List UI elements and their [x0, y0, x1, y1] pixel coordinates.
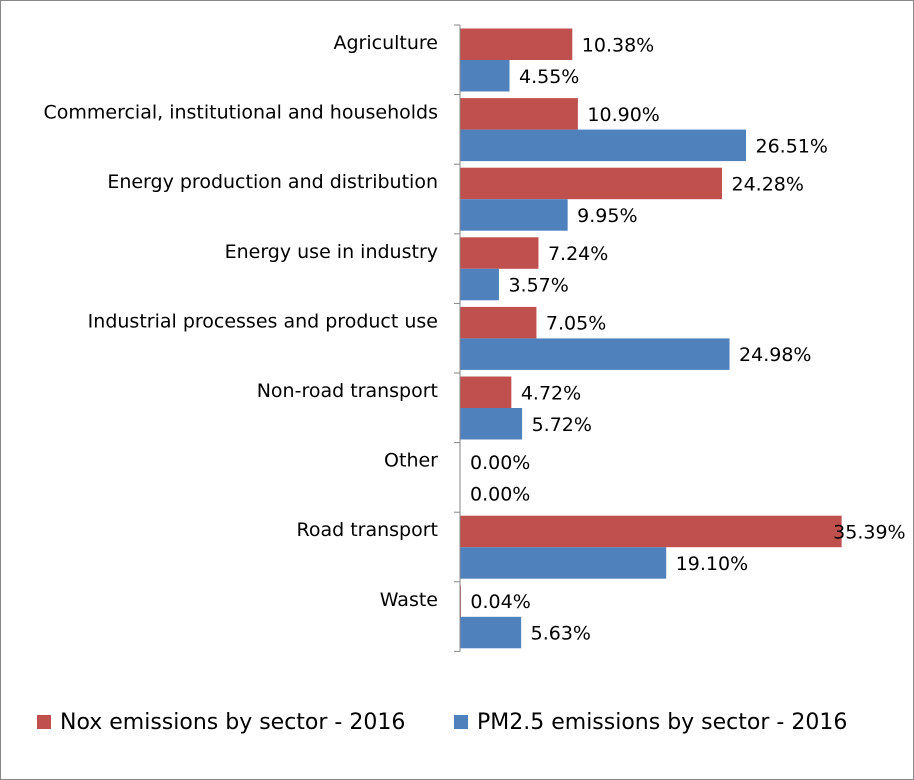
bar-nox — [460, 515, 842, 548]
category-label: Road transport — [296, 519, 438, 541]
category-label: Energy use in industry — [225, 241, 438, 263]
data-label: 0.04% — [470, 591, 530, 613]
bar-nox — [460, 376, 512, 408]
legend: Nox emissions by sector - 2016 PM2.5 emi… — [1, 707, 913, 737]
bar-pm25 — [460, 547, 667, 579]
data-label: 0.00% — [470, 483, 530, 505]
data-label: 4.72% — [521, 382, 581, 404]
data-label: 4.55% — [519, 66, 579, 88]
legend-item-pm25: PM2.5 emissions by sector - 2016 — [454, 707, 847, 737]
data-label: 10.90% — [587, 104, 659, 126]
bar-pm25 — [460, 199, 568, 231]
bar-chart: Agriculture 10.38%4.55% Commercial, instit… — [43, 24, 906, 652]
data-label: 5.72% — [532, 414, 592, 436]
bar-pm25 — [460, 60, 510, 92]
legend-label-nox: Nox emissions by sector - 2016 — [60, 709, 406, 735]
bar-pm25 — [460, 338, 730, 370]
bar-pm25 — [460, 616, 522, 649]
bar-pm25 — [460, 129, 747, 162]
data-label: 7.05% — [546, 313, 606, 335]
legend-swatch-pm25 — [454, 715, 468, 729]
category-label: Waste — [380, 589, 438, 611]
data-label: 19.10% — [676, 553, 748, 575]
legend-item-nox: Nox emissions by sector - 2016 — [37, 707, 405, 737]
data-label: 10.38% — [582, 34, 654, 56]
data-label: 0.00% — [470, 452, 530, 474]
data-label: 35.39% — [833, 521, 905, 543]
category-label: Energy production and distribution — [107, 171, 438, 193]
bar-pm25 — [460, 408, 523, 440]
category-label: Commercial, institutional and households — [43, 102, 438, 124]
legend-swatch-nox — [37, 715, 51, 729]
data-label: 3.57% — [508, 275, 568, 297]
data-label: 24.28% — [731, 173, 803, 195]
bar-nox — [460, 98, 578, 130]
category-label: Other — [384, 450, 438, 472]
legend-label-pm25: PM2.5 emissions by sector - 2016 — [477, 709, 848, 735]
bar-pm25 — [460, 268, 499, 301]
bar-nox — [460, 237, 539, 269]
bar-nox — [460, 167, 722, 200]
bar-nox — [460, 306, 537, 339]
data-label: 9.95% — [577, 205, 637, 227]
bar-nox — [460, 28, 573, 60]
data-label: 5.63% — [531, 623, 591, 645]
data-label: 7.24% — [548, 243, 608, 265]
category-label: Non-road transport — [257, 380, 438, 402]
category-label: Agriculture — [334, 32, 439, 54]
data-label: 26.51% — [756, 135, 828, 157]
category-label: Industrial processes and product use — [88, 310, 438, 332]
data-label: 24.98% — [739, 344, 811, 366]
